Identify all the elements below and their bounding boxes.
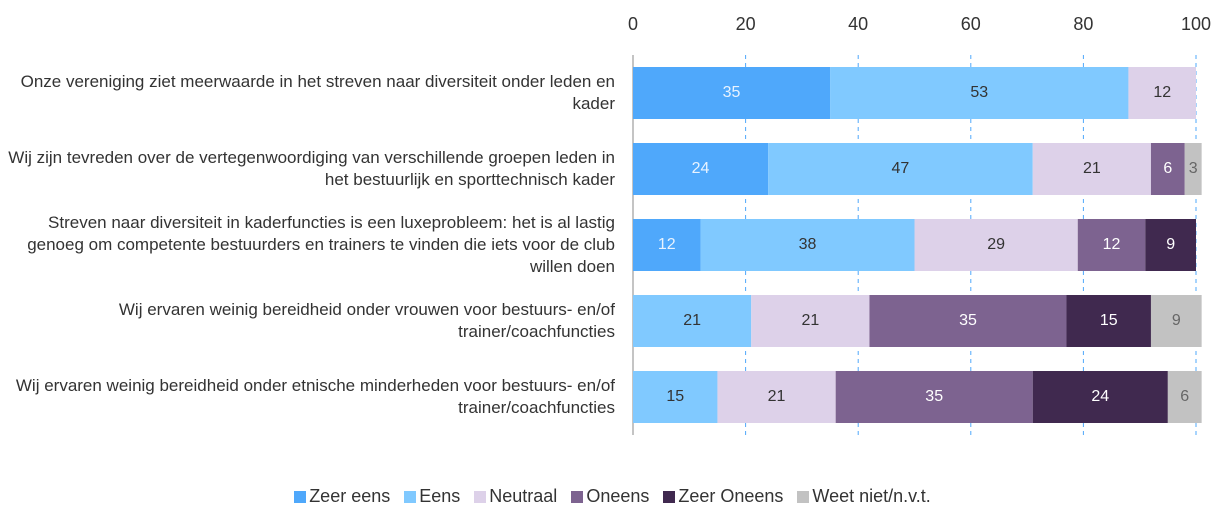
legend-swatch <box>294 490 307 503</box>
data-label: 15 <box>1100 312 1118 329</box>
legend-item: Neutraal <box>474 486 557 507</box>
data-label: 21 <box>1083 160 1101 177</box>
legend-item: Zeer Oneens <box>663 486 783 507</box>
bar-segment <box>768 143 1033 195</box>
bar-segment <box>633 219 701 271</box>
data-label: 12 <box>1103 236 1121 253</box>
data-label: 29 <box>987 236 1005 253</box>
legend-label: Neutraal <box>489 486 558 506</box>
legend-swatch <box>571 490 584 503</box>
legend-label: Zeer Oneens <box>678 486 784 506</box>
x-tick-label: 80 <box>1073 14 1093 34</box>
bar-segment <box>700 219 915 271</box>
legend-label: Weet niet/n.v.t. <box>812 486 931 506</box>
data-label: 12 <box>1153 84 1171 101</box>
data-label: 12 <box>658 236 676 253</box>
legend-swatch <box>474 490 487 503</box>
bar-segment <box>1167 371 1202 423</box>
bar-segment <box>1032 371 1168 423</box>
data-label: 24 <box>1091 388 1109 405</box>
data-label: 21 <box>683 312 701 329</box>
data-label: 3 <box>1189 160 1198 177</box>
legend-swatch <box>404 490 417 503</box>
legend-item: Eens <box>404 486 460 507</box>
data-label: 35 <box>723 84 741 101</box>
data-label: 47 <box>892 160 910 177</box>
bar-segment <box>1066 295 1151 347</box>
bar-segment <box>1032 143 1151 195</box>
legend-item: Zeer eens <box>294 486 390 507</box>
x-tick-label: 0 <box>628 14 638 34</box>
x-tick-label: 100 <box>1181 14 1211 34</box>
x-tick-label: 40 <box>848 14 868 34</box>
category-label: Wij ervaren weinig bereidheid onder vrou… <box>118 300 615 341</box>
legend: Zeer eens Eens Neutraal Oneens Zeer Oneens We… <box>0 486 1225 507</box>
legend-swatch <box>797 490 810 503</box>
data-label: 15 <box>666 388 684 405</box>
x-tick-label: 20 <box>736 14 756 34</box>
bar-segment <box>835 371 1033 423</box>
legend-item: Oneens <box>571 486 649 507</box>
bar-segment <box>1184 143 1202 195</box>
data-label: 21 <box>801 312 819 329</box>
legend-label: Zeer eens <box>309 486 391 506</box>
bar-segment <box>1128 67 1196 119</box>
data-label: 53 <box>970 84 988 101</box>
data-label: 21 <box>768 388 786 405</box>
bar-segment <box>914 219 1078 271</box>
bar-segment <box>830 67 1129 119</box>
category-label: Onze vereniging ziet meerwaarde in het s… <box>20 72 615 113</box>
data-label: 35 <box>959 312 977 329</box>
data-label: 9 <box>1172 312 1181 329</box>
bar-segment <box>1150 143 1185 195</box>
data-label: 24 <box>692 160 710 177</box>
bar-segment <box>633 295 752 347</box>
bar-segment <box>633 143 769 195</box>
category-label: Wij ervaren weinig bereidheid onder etni… <box>15 376 615 417</box>
legend-label: Eens <box>419 486 461 506</box>
x-tick-label: 60 <box>961 14 981 34</box>
category-label: Wij zijn tevreden over de vertegenwoordi… <box>8 148 615 189</box>
data-label: 9 <box>1166 236 1175 253</box>
bar-segment <box>1145 219 1196 271</box>
category-label: Streven naar diversiteit in kaderfunctie… <box>27 213 615 276</box>
bar-segment <box>751 295 870 347</box>
legend-label: Oneens <box>586 486 650 506</box>
bar-segment <box>1150 295 1202 347</box>
data-label: 6 <box>1163 160 1172 177</box>
data-label: 35 <box>925 388 943 405</box>
bar-segment <box>869 295 1067 347</box>
data-label: 38 <box>799 236 817 253</box>
legend-item: Weet niet/n.v.t. <box>797 486 931 507</box>
bar-segment <box>1077 219 1146 271</box>
data-label: 6 <box>1180 388 1189 405</box>
legend-swatch <box>663 490 676 503</box>
bar-segment <box>633 371 718 423</box>
bar-segment <box>633 67 831 119</box>
bar-segment <box>717 371 836 423</box>
